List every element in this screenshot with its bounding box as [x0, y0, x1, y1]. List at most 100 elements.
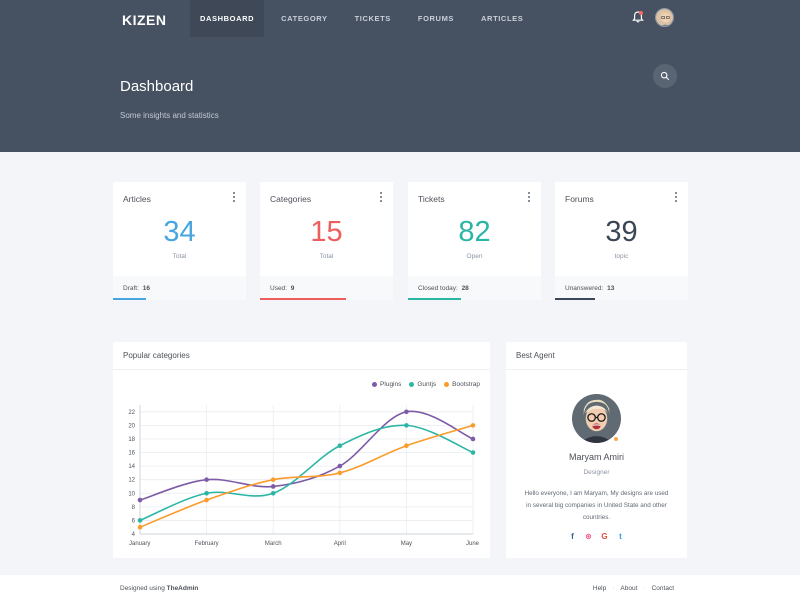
more-icon[interactable]	[673, 192, 679, 202]
stat-footer: Draft: 16	[113, 276, 246, 300]
footer-separator: ·	[612, 585, 615, 592]
agent-bio: Hello everyone, I am Maryam, My designs …	[524, 490, 669, 521]
stat-title: Articles	[123, 194, 151, 204]
logo[interactable]: KIZEN	[122, 12, 167, 28]
legend-label: Bootstrap	[452, 381, 480, 388]
line-chart: 4 6 8 10 12 14 16 18 20 22 January February March Apr…	[128, 405, 480, 547]
legend-item[interactable]: Guntjs	[409, 381, 436, 388]
more-icon[interactable]	[526, 192, 532, 202]
twitter-icon[interactable]: t	[619, 532, 622, 541]
stat-foot-label: Closed today:	[418, 285, 458, 292]
y-tick-label: 20	[128, 423, 135, 429]
footer-separator: ·	[643, 585, 646, 592]
popular-categories-card: Popular categories Plugins Guntjs Bootst…	[113, 342, 490, 558]
stat-progress-bar	[555, 298, 595, 300]
stat-value: 39	[605, 216, 638, 248]
footer-link-contact[interactable]: Contact	[651, 585, 674, 592]
stat-foot-value: 28	[461, 285, 469, 292]
data-point	[270, 490, 276, 496]
legend-label: Guntjs	[417, 381, 437, 388]
page-subtitle: Some insights and statistics	[120, 111, 219, 120]
stat-footer: Closed today: 28	[408, 276, 541, 300]
best-agent-card: Best Agent Maryam Amiri Designer Hello e…	[506, 342, 687, 558]
stat-title: Tickets	[418, 194, 445, 204]
legend-label: Plugins	[380, 381, 402, 388]
user-avatar[interactable]	[655, 8, 674, 27]
footer-link-help[interactable]: Help	[592, 585, 607, 592]
footer-credit-text: Designed using	[120, 585, 165, 592]
data-point	[470, 450, 476, 455]
stat-value: 82	[458, 216, 491, 248]
data-point	[204, 490, 209, 496]
stat-progress-bar	[260, 298, 347, 300]
stat-card-categories: Categories 15 Total Used: 9	[260, 182, 393, 300]
y-tick-label: 8	[132, 505, 136, 511]
stat-card-forums: Forums 39 topic Unanswered: 13	[555, 182, 688, 300]
y-tick-label: 10	[128, 491, 135, 497]
stat-title: Categories	[270, 194, 312, 204]
data-point	[270, 484, 276, 489]
nav-forums[interactable]: FORUMS	[417, 14, 455, 23]
data-point	[404, 423, 409, 428]
x-tick-label: June	[466, 541, 480, 547]
stat-foot-value: 9	[290, 285, 295, 292]
series-line	[139, 424, 474, 522]
agent-avatar[interactable]	[572, 394, 621, 443]
data-point	[137, 518, 143, 523]
stat-footer: Used: 9	[260, 276, 393, 300]
footer-credit: Designed using TheAdmin	[120, 585, 198, 592]
stat-foot-label: Draft:	[123, 285, 139, 292]
legend-item[interactable]: Plugins	[372, 381, 401, 388]
card-title: Popular categories	[123, 351, 190, 360]
more-icon[interactable]	[378, 192, 384, 202]
online-status-dot	[613, 436, 619, 442]
legend-swatch	[372, 382, 378, 387]
header-banner: KIZEN DASHBOARD CATEGORY TICKETS FORUMS …	[0, 0, 800, 152]
legend-item[interactable]: Bootstrap	[444, 381, 480, 388]
notification-dot	[639, 11, 643, 15]
stat-label: Open	[466, 253, 483, 260]
nav-articles[interactable]: ARTICLES	[481, 14, 524, 23]
stat-foot-value: 16	[142, 285, 150, 292]
stat-title: Forums	[565, 194, 594, 204]
chart-legend: Plugins Guntjs Bootstrap	[364, 381, 480, 388]
dribbble-icon[interactable]: ⊛	[585, 532, 592, 541]
stat-label: Total	[319, 253, 334, 260]
stat-label: topic	[614, 253, 629, 260]
x-tick-label: January	[129, 541, 150, 547]
nav-dashboard[interactable]: DASHBOARD	[190, 0, 265, 37]
y-tick-label: 6	[132, 518, 136, 524]
footer: Designed using TheAdmin Help · About · C…	[0, 575, 800, 600]
stat-card-articles: Articles 34 Total Draft: 16	[113, 182, 246, 300]
nav-category[interactable]: CATEGORY	[281, 14, 328, 23]
footer-brand-link[interactable]: TheAdmin	[166, 585, 199, 592]
card-title: Best Agent	[516, 351, 555, 360]
data-point	[470, 423, 476, 428]
y-tick-label: 16	[128, 451, 135, 457]
series-line	[139, 424, 474, 528]
stat-value: 15	[310, 216, 343, 248]
data-point	[204, 477, 209, 482]
legend-swatch	[409, 382, 415, 387]
agent-name: Maryam Amiri	[568, 452, 624, 462]
card-divider	[113, 369, 490, 370]
google-icon[interactable]: G	[601, 532, 608, 541]
stat-foot-label: Unanswered:	[565, 285, 604, 292]
more-icon[interactable]	[231, 192, 237, 202]
series-line	[139, 410, 474, 501]
y-tick-label: 12	[128, 478, 135, 484]
social-links: f ⊛ G t	[506, 532, 687, 541]
search-button[interactable]	[653, 64, 677, 88]
data-point	[404, 409, 409, 415]
data-point	[337, 443, 343, 449]
footer-link-about[interactable]: About	[620, 585, 638, 592]
x-tick-label: April	[334, 541, 346, 547]
x-tick-label: May	[401, 541, 412, 547]
search-icon	[660, 71, 670, 81]
facebook-icon[interactable]: f	[571, 532, 574, 541]
footer-links: Help · About · Contact	[593, 585, 674, 592]
stat-foot-value: 13	[607, 285, 615, 292]
stat-foot-label: Used:	[270, 285, 287, 292]
nav-tickets[interactable]: TICKETS	[354, 14, 391, 23]
stat-card-tickets: Tickets 82 Open Closed today: 28	[408, 182, 541, 300]
